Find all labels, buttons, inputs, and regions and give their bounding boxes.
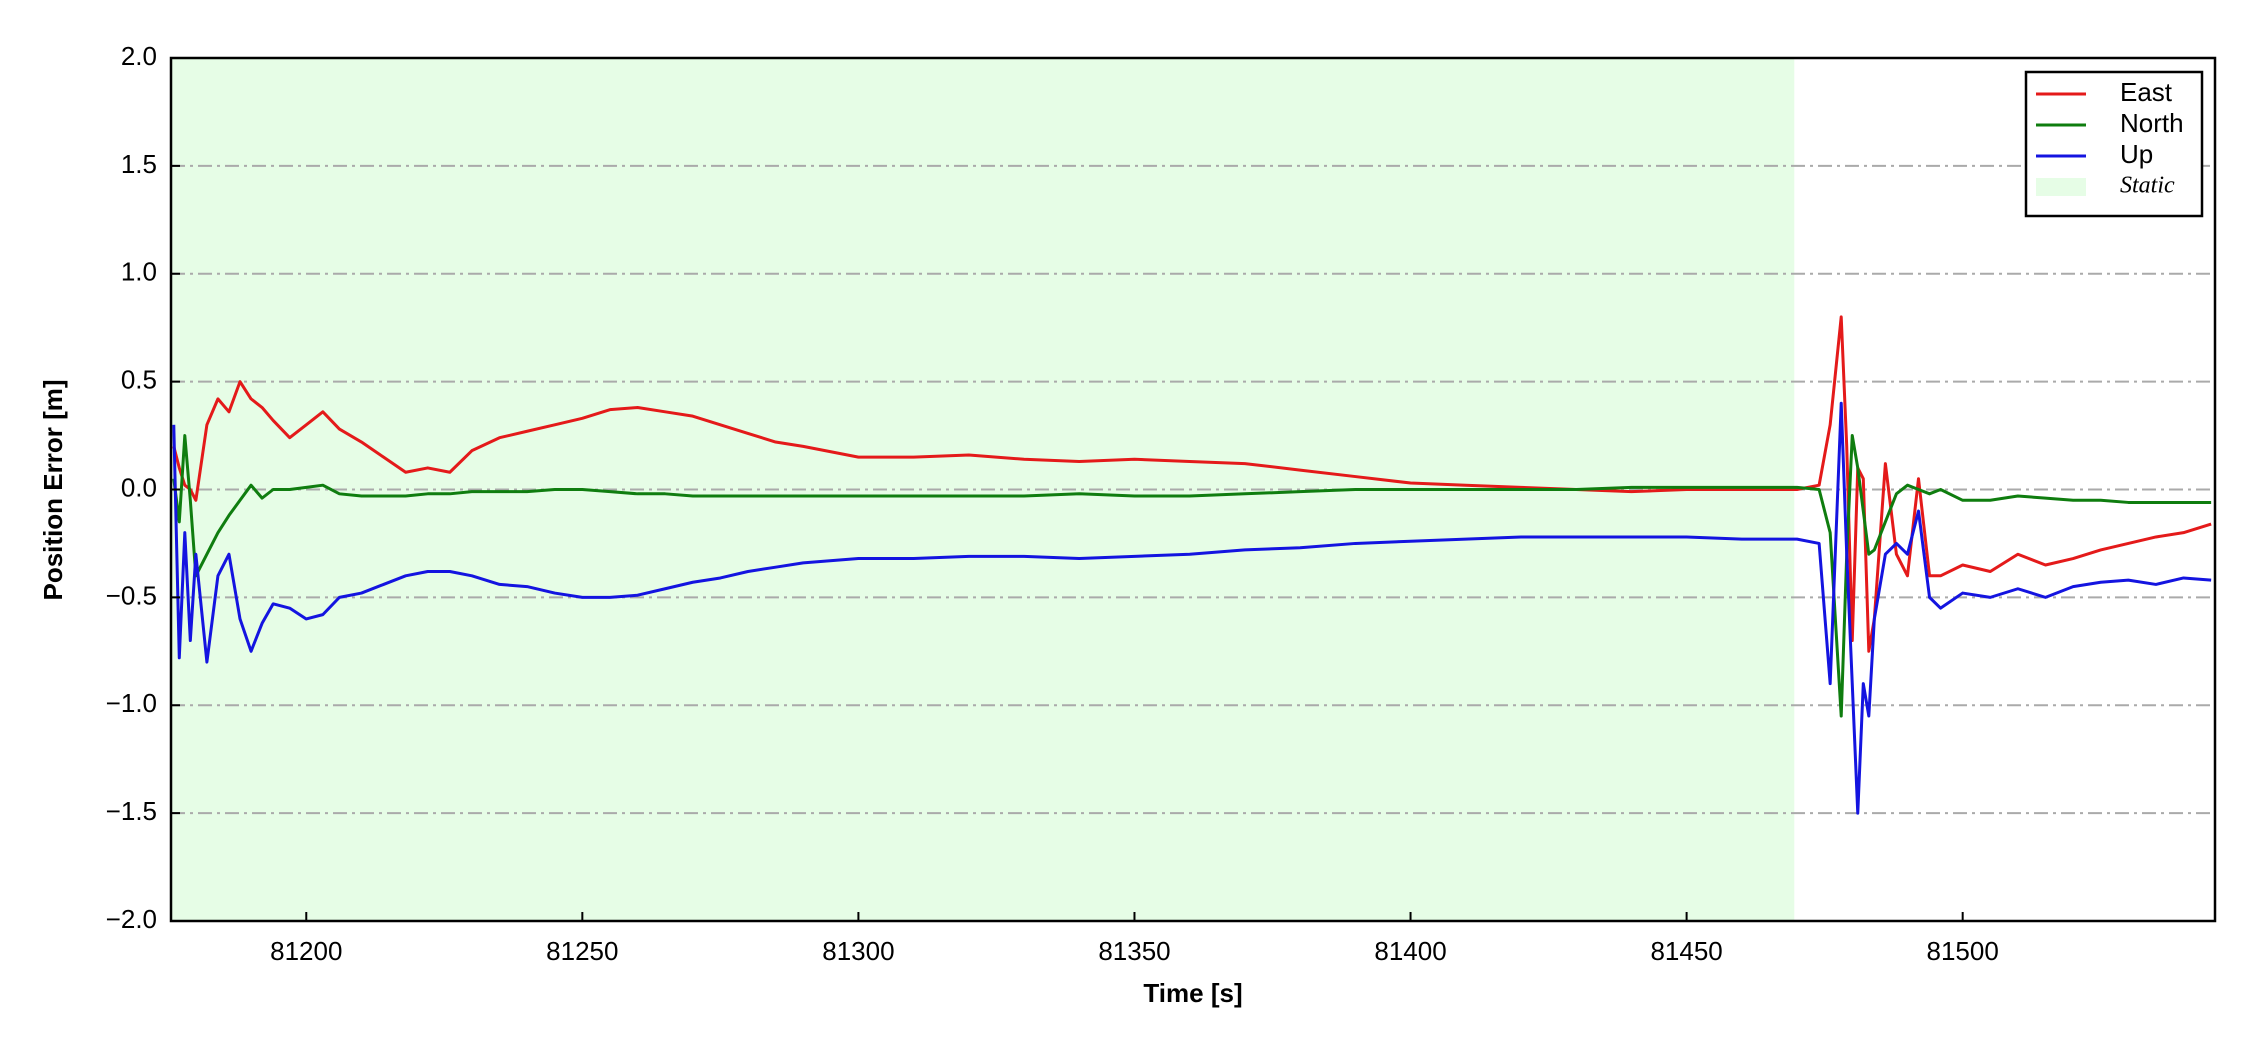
y-tick-label: −2.0 bbox=[106, 904, 157, 934]
legend-label: East bbox=[2120, 77, 2173, 107]
axes: −2.0 −1.5 −1.0 −0.5 0.0 0.5 1.0 1.5 2.0 81200 8125… bbox=[106, 41, 2217, 966]
x-tick-label: 81300 bbox=[822, 936, 894, 966]
x-tick-label: 81350 bbox=[1098, 936, 1170, 966]
y-tick-label: 2.0 bbox=[121, 41, 157, 71]
y-axis-label: Position Error [m] bbox=[38, 379, 68, 600]
x-axis-label: Time [s] bbox=[1143, 978, 1242, 1008]
y-tick-label: 1.0 bbox=[121, 257, 157, 287]
x-tick-label: 81400 bbox=[1374, 936, 1446, 966]
y-tick-label: 0.5 bbox=[121, 365, 157, 395]
y-tick-label: 0.0 bbox=[121, 472, 157, 502]
series-line bbox=[172, 434, 2212, 718]
x-tick-label: 81200 bbox=[270, 936, 342, 966]
legend-swatch bbox=[2036, 178, 2086, 196]
x-tick-label: 81250 bbox=[546, 936, 618, 966]
legend-label: North bbox=[2120, 108, 2184, 138]
legend-label: Static bbox=[2120, 173, 2175, 199]
x-tick-label: 81450 bbox=[1650, 936, 1722, 966]
lines bbox=[172, 315, 2212, 815]
series-line bbox=[172, 401, 2212, 815]
y-tick-label: 1.5 bbox=[121, 149, 157, 179]
y-tick-label: −0.5 bbox=[106, 580, 157, 610]
y-tick-label: −1.0 bbox=[106, 688, 157, 718]
x-tick-label: 81500 bbox=[1927, 936, 1999, 966]
plot-frame bbox=[169, 56, 2217, 923]
legend-label: Up bbox=[2120, 139, 2153, 169]
y-tick-label: −1.5 bbox=[106, 796, 157, 826]
